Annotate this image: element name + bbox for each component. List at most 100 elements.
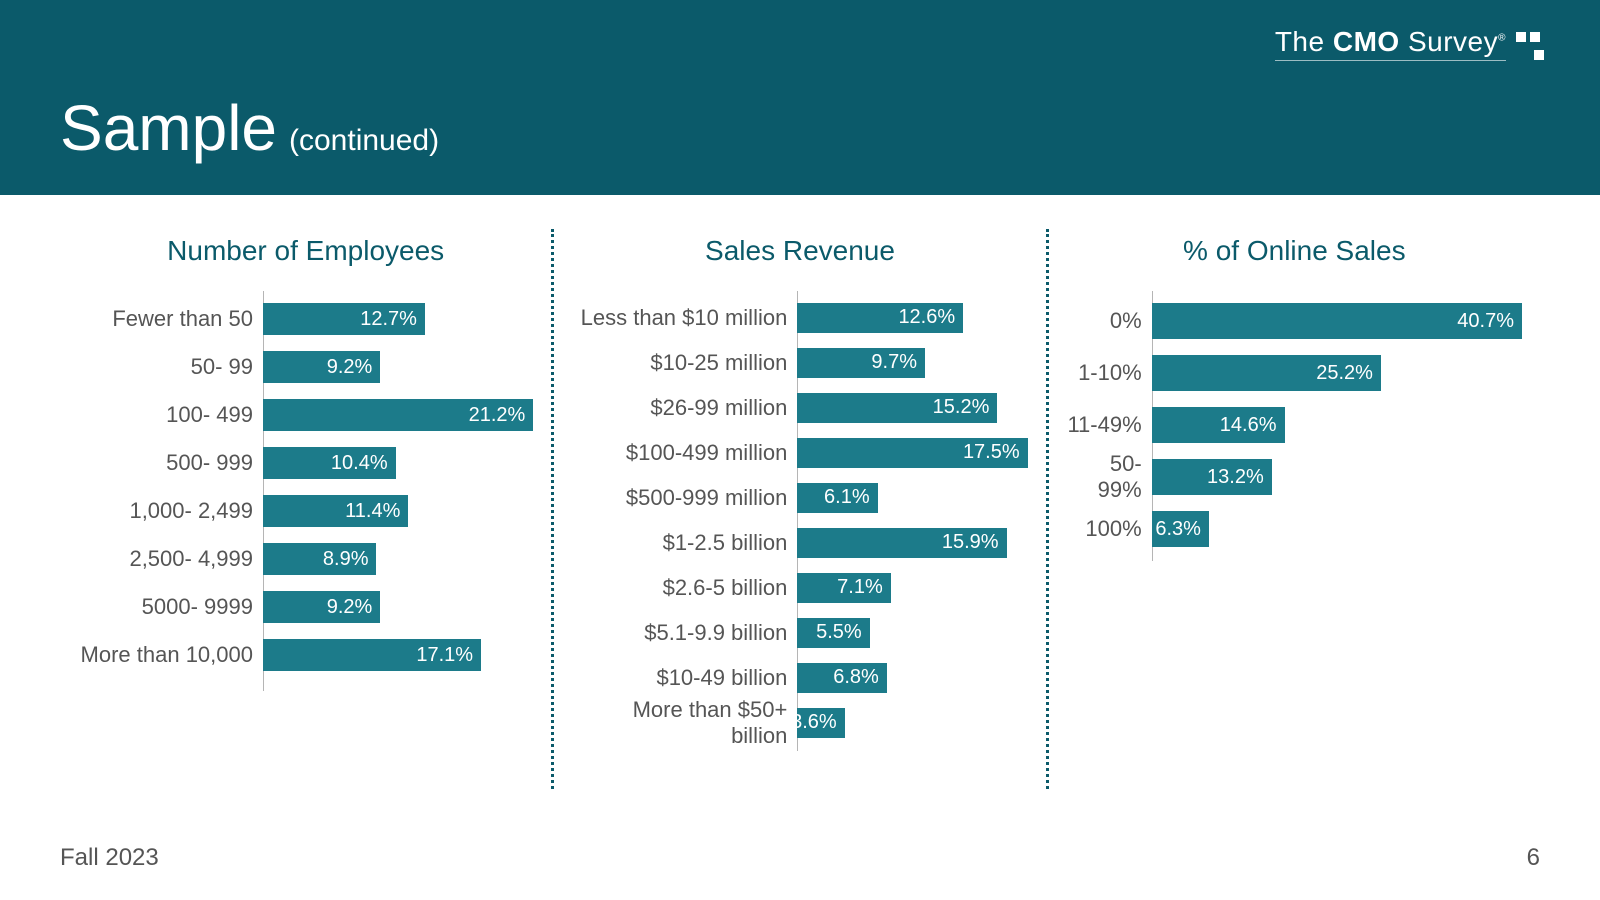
bar: 11.4% — [263, 495, 408, 527]
bar: 17.5% — [797, 438, 1027, 468]
chart-row: 50- 999.2% — [78, 343, 533, 391]
chart-row: Less than $10 million12.6% — [572, 295, 1027, 340]
bar-area: 5.5% — [797, 610, 1027, 655]
bar-value: 7.1% — [837, 576, 883, 599]
row-label: $10-25 million — [572, 350, 797, 376]
bar-value: 25.2% — [1316, 362, 1373, 385]
row-label: 500- 999 — [78, 450, 263, 476]
bar-area: 7.1% — [797, 565, 1027, 610]
logo-text: The CMO Survey® — [1275, 26, 1506, 61]
charts-content: Number of Employees Fewer than 50 12.7% 50-… — [0, 195, 1600, 789]
bar-area: 6.1% — [797, 475, 1027, 520]
row-label: 5000- 9999 — [78, 594, 263, 620]
logo-part-the: The — [1275, 26, 1325, 57]
bar: 12.6% — [797, 303, 963, 333]
logo-squares-icon — [1516, 32, 1540, 56]
bar: 14.6% — [1152, 407, 1285, 443]
row-label: 0% — [1067, 308, 1152, 334]
bar-value: 14.6% — [1220, 414, 1277, 437]
footer-date: Fall 2023 — [60, 844, 159, 872]
bar-area: 40.7% — [1152, 295, 1522, 347]
bar: 3.6% — [797, 708, 844, 738]
chart-row: 1-10%25.2% — [1067, 347, 1522, 399]
panel-title: Sales Revenue — [572, 235, 1027, 267]
bar-chart: Less than $10 million12.6% $10-25 million… — [572, 295, 1027, 745]
row-label: Fewer than 50 — [78, 306, 263, 332]
chart-row: 1,000- 2,499 11.4% — [78, 487, 533, 535]
bar-area: 6.3% — [1152, 503, 1522, 555]
bar-value: 9.2% — [327, 596, 373, 619]
chart-row: 11-49%14.6% — [1067, 399, 1522, 451]
bar: 7.1% — [797, 573, 890, 603]
bar: 5.5% — [797, 618, 869, 648]
bar-value: 13.2% — [1207, 466, 1264, 489]
bar-area: 15.9% — [797, 520, 1027, 565]
bar: 6.8% — [797, 663, 886, 693]
bar-area: 6.8% — [797, 655, 1027, 700]
chart-panel: Number of Employees Fewer than 50 12.7% 50-… — [60, 235, 551, 789]
bar-chart: 0%40.7%1-10%25.2%11-49%14.6%50-99%13.2%1… — [1067, 295, 1522, 555]
bar: 9.2% — [263, 591, 380, 623]
bar-value: 9.7% — [871, 351, 917, 374]
bar: 15.9% — [797, 528, 1006, 558]
panel-title: % of Online Sales — [1067, 235, 1522, 267]
chart-row: $26-99 million 15.2% — [572, 385, 1027, 430]
slide-title-wrap: Sample (continued) — [60, 91, 439, 165]
row-label: $10-49 billion — [572, 665, 797, 691]
bar: 6.1% — [797, 483, 877, 513]
bar-area: 3.6% — [797, 700, 1027, 745]
chart-row: More than 10,00017.1% — [78, 631, 533, 679]
bar-value: 3.6% — [791, 711, 837, 734]
panel-title: Number of Employees — [78, 235, 533, 267]
bar-area: 8.9% — [263, 535, 533, 583]
chart-row: 0% 40.7% — [1067, 295, 1522, 347]
chart-row: $5.1-9.9 billion 5.5% — [572, 610, 1027, 655]
chart-row: $100-499 million 17.5% — [572, 430, 1027, 475]
bar-value: 5.5% — [816, 621, 862, 644]
bar: 13.2% — [1152, 459, 1272, 495]
bar-area: 12.7% — [263, 295, 533, 343]
bar-value: 6.1% — [824, 486, 870, 509]
row-label: $26-99 million — [572, 395, 797, 421]
logo-part-cmo: CMO — [1333, 26, 1400, 57]
chart-row: 100%6.3% — [1067, 503, 1522, 555]
chart-row: $1-2.5 billion15.9% — [572, 520, 1027, 565]
bar: 17.1% — [263, 639, 481, 671]
bar-area: 14.6% — [1152, 399, 1522, 451]
row-label: $5.1-9.9 billion — [572, 620, 797, 646]
bar: 8.9% — [263, 543, 376, 575]
bar-area: 10.4% — [263, 439, 533, 487]
chart-row: $2.6-5 billion7.1% — [572, 565, 1027, 610]
row-label: 50- 99 — [78, 354, 263, 380]
chart-row: 100- 49921.2% — [78, 391, 533, 439]
slide-header: The CMO Survey® Sample (continued) — [0, 0, 1600, 195]
bar-area: 13.2% — [1152, 451, 1522, 503]
bar: 9.2% — [263, 351, 380, 383]
bar-area: 9.7% — [797, 340, 1027, 385]
row-label: 100% — [1067, 516, 1152, 542]
row-label: $100-499 million — [572, 440, 797, 466]
bar-value: 17.1% — [416, 644, 473, 667]
bar-value: 15.2% — [933, 396, 990, 419]
chart-row: $10-49 billion6.8% — [572, 655, 1027, 700]
row-label: $500-999 million — [572, 485, 797, 511]
row-label: 1,000- 2,499 — [78, 498, 263, 524]
bar-value: 8.9% — [323, 548, 369, 571]
bar-area: 17.5% — [797, 430, 1027, 475]
row-label: $1-2.5 billion — [572, 530, 797, 556]
chart-row: Fewer than 50 12.7% — [78, 295, 533, 343]
chart-row: 2,500- 4,9998.9% — [78, 535, 533, 583]
bar-value: 40.7% — [1457, 310, 1514, 333]
bar-value: 17.5% — [963, 441, 1020, 464]
bar-value: 11.4% — [345, 500, 400, 523]
bar-area: 25.2% — [1152, 347, 1522, 399]
bar: 15.2% — [797, 393, 997, 423]
chart-row: More than $50+ billion3.6% — [572, 700, 1027, 745]
bar: 21.2% — [263, 399, 533, 431]
logo-registered-icon: ® — [1498, 33, 1506, 44]
bar: 25.2% — [1152, 355, 1381, 391]
bar-value: 12.7% — [360, 308, 417, 331]
bar-area: 17.1% — [263, 631, 533, 679]
slide-title: Sample — [60, 91, 277, 165]
bar: 10.4% — [263, 447, 396, 479]
